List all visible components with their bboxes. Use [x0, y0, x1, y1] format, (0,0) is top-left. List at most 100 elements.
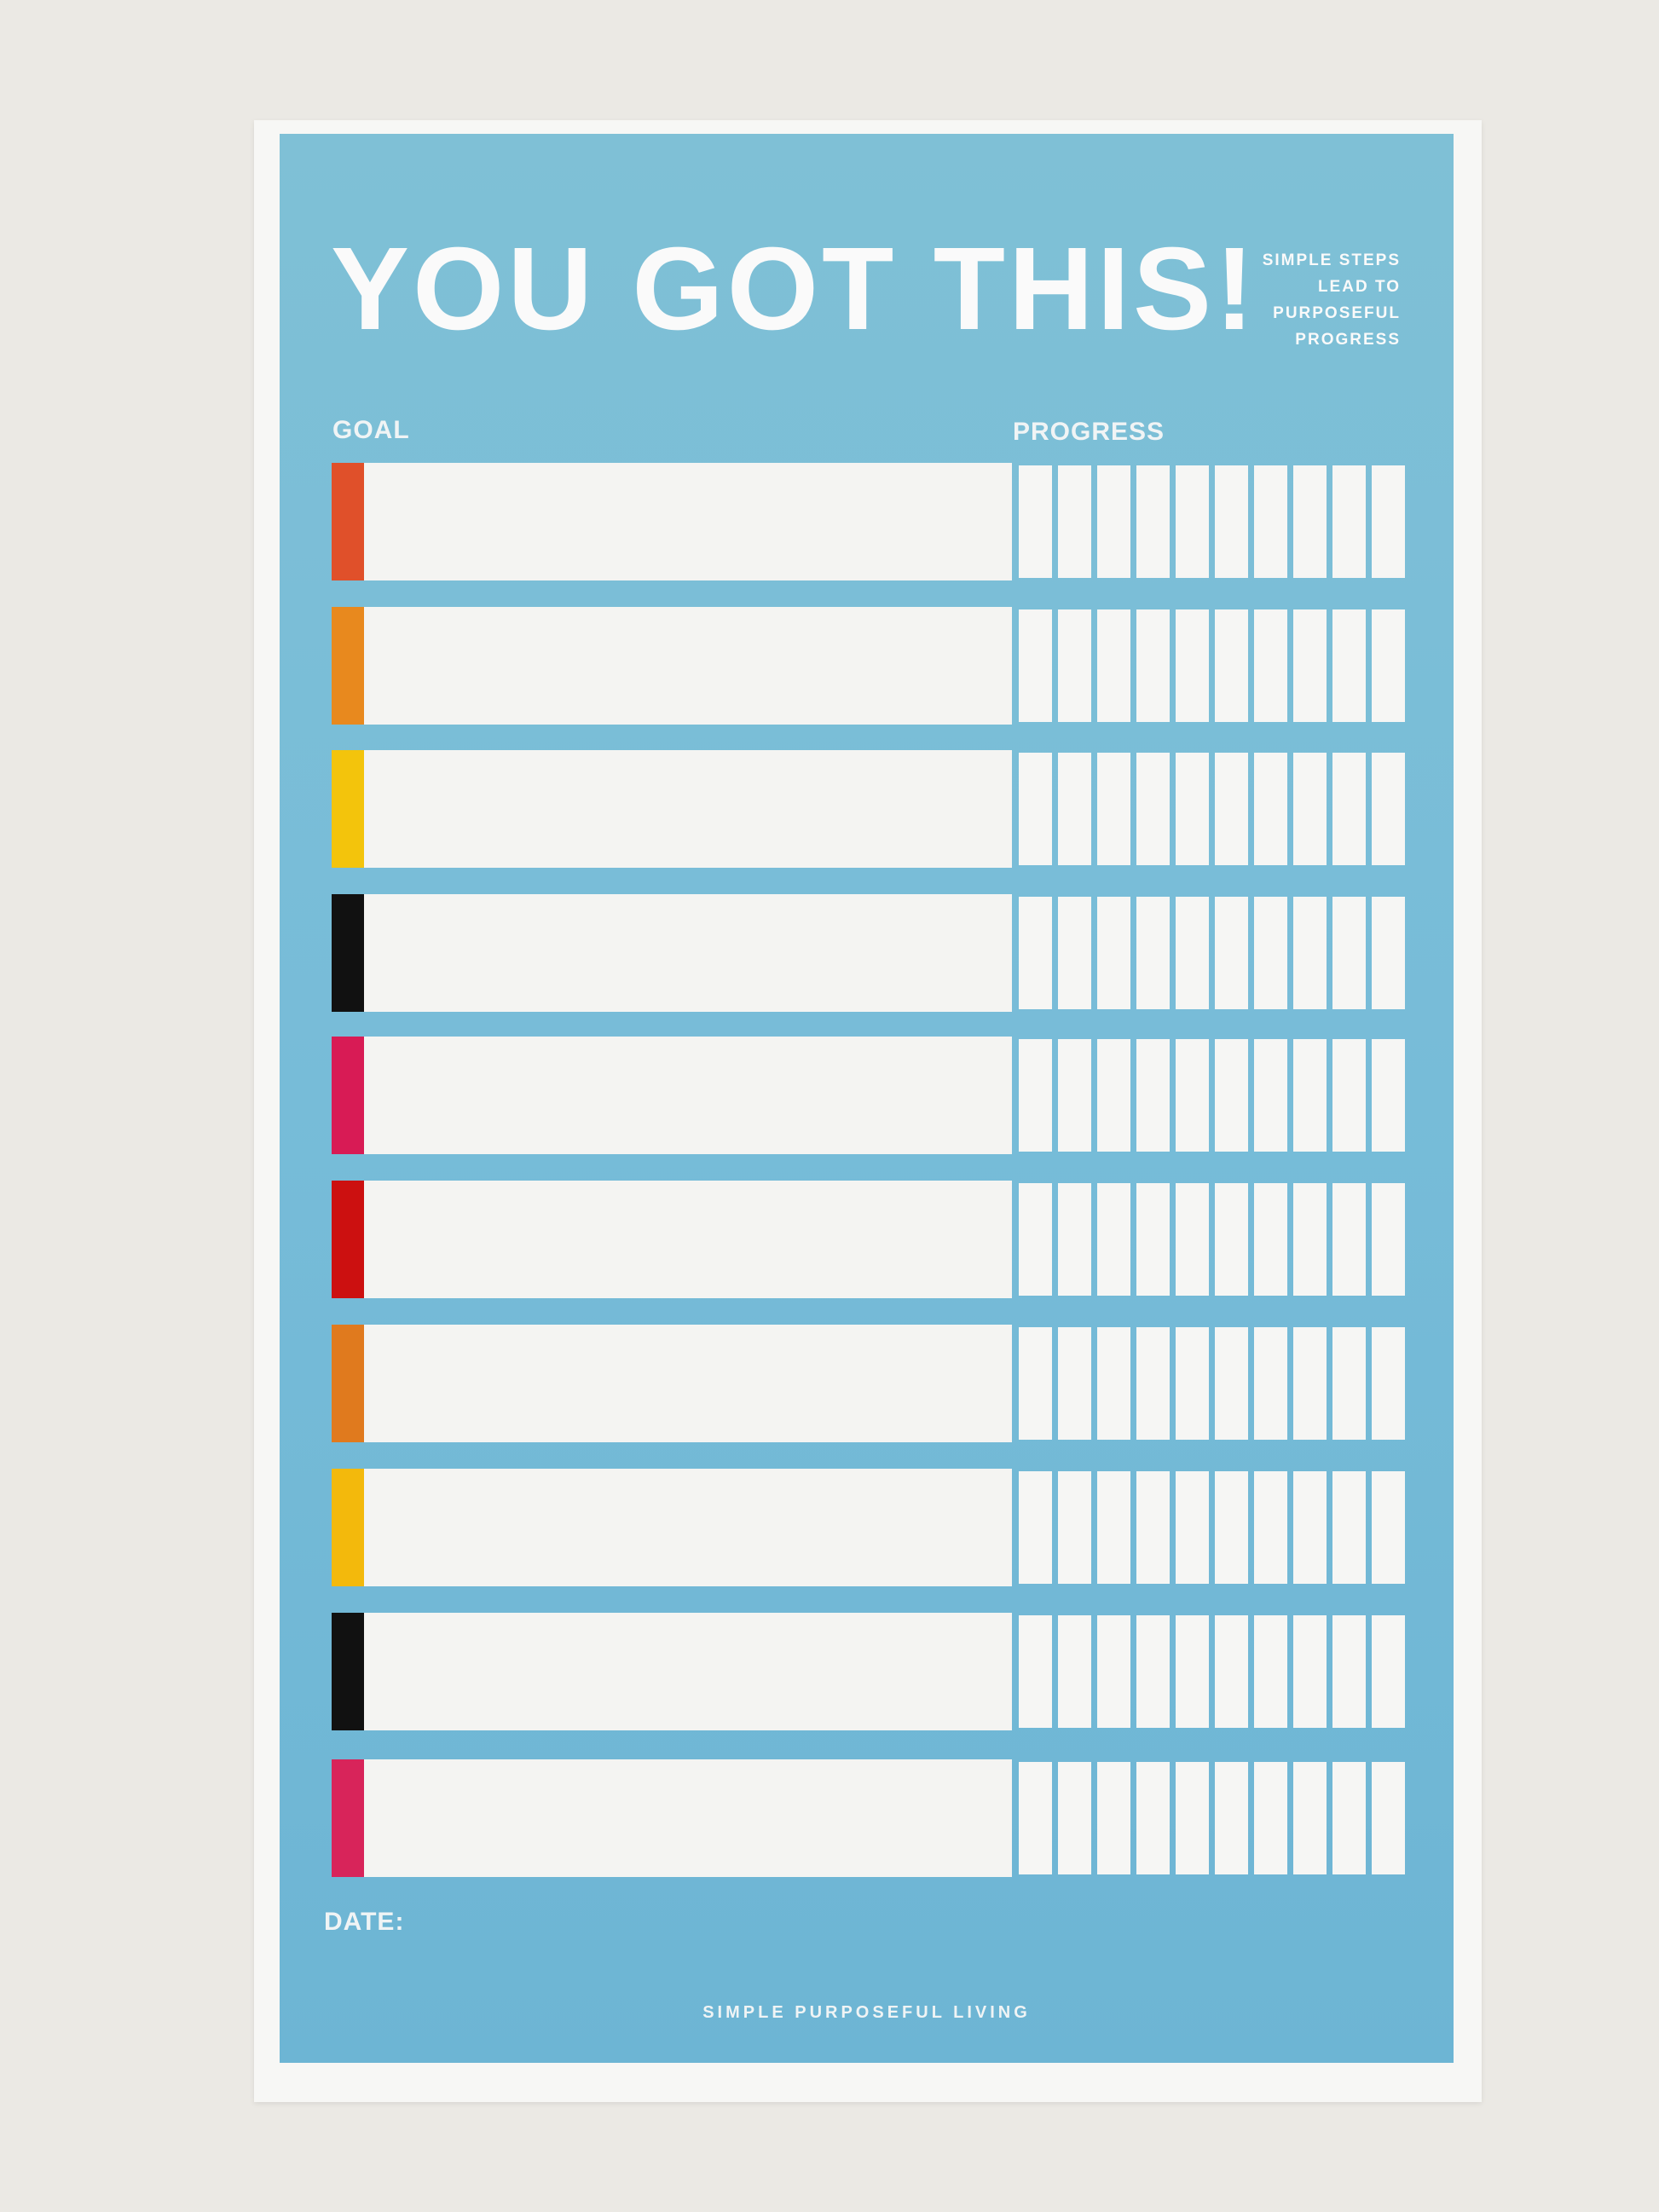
progress-cell[interactable]: [1058, 1039, 1091, 1152]
goal-field[interactable]: [364, 1037, 1012, 1154]
progress-cell[interactable]: [1332, 465, 1366, 578]
progress-cell[interactable]: [1097, 1039, 1130, 1152]
progress-cell[interactable]: [1215, 1327, 1248, 1440]
progress-cell[interactable]: [1097, 1183, 1130, 1296]
progress-cell[interactable]: [1332, 1471, 1366, 1584]
progress-cell[interactable]: [1097, 1762, 1130, 1874]
progress-cell[interactable]: [1136, 1327, 1170, 1440]
progress-cell[interactable]: [1019, 1471, 1052, 1584]
progress-cell[interactable]: [1176, 1762, 1209, 1874]
progress-cell[interactable]: [1136, 609, 1170, 722]
progress-cell[interactable]: [1332, 1039, 1366, 1152]
progress-cell[interactable]: [1019, 753, 1052, 865]
progress-cell[interactable]: [1293, 1039, 1327, 1152]
goal-field[interactable]: [364, 463, 1012, 580]
progress-cell[interactable]: [1293, 1183, 1327, 1296]
progress-cell[interactable]: [1254, 1183, 1287, 1296]
goal-field[interactable]: [364, 750, 1012, 868]
progress-cell[interactable]: [1058, 1615, 1091, 1728]
progress-cell[interactable]: [1215, 1762, 1248, 1874]
progress-cell[interactable]: [1332, 897, 1366, 1009]
progress-cell[interactable]: [1254, 1327, 1287, 1440]
progress-cell[interactable]: [1136, 897, 1170, 1009]
progress-cell[interactable]: [1372, 1183, 1405, 1296]
goal-field[interactable]: [364, 1759, 1012, 1877]
progress-cell[interactable]: [1136, 753, 1170, 865]
progress-cell[interactable]: [1019, 1327, 1052, 1440]
progress-cell[interactable]: [1019, 1762, 1052, 1874]
progress-cell[interactable]: [1332, 1615, 1366, 1728]
progress-cell[interactable]: [1215, 465, 1248, 578]
goal-field[interactable]: [364, 1325, 1012, 1442]
progress-cell[interactable]: [1215, 1615, 1248, 1728]
progress-cell[interactable]: [1097, 1615, 1130, 1728]
progress-cell[interactable]: [1332, 609, 1366, 722]
progress-cell[interactable]: [1176, 897, 1209, 1009]
progress-cell[interactable]: [1058, 465, 1091, 578]
progress-cell[interactable]: [1372, 1327, 1405, 1440]
progress-cell[interactable]: [1097, 1327, 1130, 1440]
progress-cell[interactable]: [1019, 465, 1052, 578]
progress-cell[interactable]: [1097, 897, 1130, 1009]
progress-cell[interactable]: [1293, 1471, 1327, 1584]
progress-cell[interactable]: [1058, 1762, 1091, 1874]
progress-cell[interactable]: [1176, 753, 1209, 865]
progress-cell[interactable]: [1293, 1327, 1327, 1440]
progress-cell[interactable]: [1019, 1039, 1052, 1152]
progress-cell[interactable]: [1136, 1615, 1170, 1728]
progress-cell[interactable]: [1215, 1039, 1248, 1152]
progress-cell[interactable]: [1058, 897, 1091, 1009]
progress-cell[interactable]: [1332, 1327, 1366, 1440]
progress-cell[interactable]: [1215, 1471, 1248, 1584]
goal-field[interactable]: [364, 607, 1012, 725]
progress-cell[interactable]: [1293, 1762, 1327, 1874]
progress-cell[interactable]: [1332, 1762, 1366, 1874]
progress-cell[interactable]: [1372, 1471, 1405, 1584]
progress-cell[interactable]: [1372, 1039, 1405, 1152]
progress-cell[interactable]: [1019, 609, 1052, 722]
progress-cell[interactable]: [1293, 1615, 1327, 1728]
progress-cell[interactable]: [1293, 465, 1327, 578]
progress-cell[interactable]: [1293, 753, 1327, 865]
progress-cell[interactable]: [1058, 1327, 1091, 1440]
progress-cell[interactable]: [1058, 753, 1091, 865]
progress-cell[interactable]: [1372, 753, 1405, 865]
progress-cell[interactable]: [1254, 609, 1287, 722]
progress-cell[interactable]: [1293, 897, 1327, 1009]
progress-cell[interactable]: [1215, 897, 1248, 1009]
progress-cell[interactable]: [1097, 609, 1130, 722]
progress-cell[interactable]: [1019, 1615, 1052, 1728]
progress-cell[interactable]: [1372, 1615, 1405, 1728]
progress-cell[interactable]: [1176, 465, 1209, 578]
goal-field[interactable]: [364, 1613, 1012, 1730]
progress-cell[interactable]: [1176, 1183, 1209, 1296]
progress-cell[interactable]: [1254, 897, 1287, 1009]
goal-field[interactable]: [364, 1181, 1012, 1298]
progress-cell[interactable]: [1176, 1615, 1209, 1728]
progress-cell[interactable]: [1058, 1183, 1091, 1296]
progress-cell[interactable]: [1176, 1327, 1209, 1440]
progress-cell[interactable]: [1254, 1762, 1287, 1874]
progress-cell[interactable]: [1254, 753, 1287, 865]
progress-cell[interactable]: [1058, 609, 1091, 722]
progress-cell[interactable]: [1332, 1183, 1366, 1296]
progress-cell[interactable]: [1372, 897, 1405, 1009]
progress-cell[interactable]: [1136, 1039, 1170, 1152]
progress-cell[interactable]: [1136, 1762, 1170, 1874]
progress-cell[interactable]: [1372, 465, 1405, 578]
progress-cell[interactable]: [1136, 465, 1170, 578]
progress-cell[interactable]: [1058, 1471, 1091, 1584]
progress-cell[interactable]: [1332, 753, 1366, 865]
progress-cell[interactable]: [1215, 609, 1248, 722]
progress-cell[interactable]: [1372, 1762, 1405, 1874]
progress-cell[interactable]: [1372, 609, 1405, 722]
progress-cell[interactable]: [1254, 1615, 1287, 1728]
progress-cell[interactable]: [1176, 609, 1209, 722]
progress-cell[interactable]: [1254, 1471, 1287, 1584]
progress-cell[interactable]: [1176, 1039, 1209, 1152]
progress-cell[interactable]: [1215, 1183, 1248, 1296]
progress-cell[interactable]: [1254, 1039, 1287, 1152]
progress-cell[interactable]: [1019, 897, 1052, 1009]
goal-field[interactable]: [364, 1469, 1012, 1586]
progress-cell[interactable]: [1019, 1183, 1052, 1296]
